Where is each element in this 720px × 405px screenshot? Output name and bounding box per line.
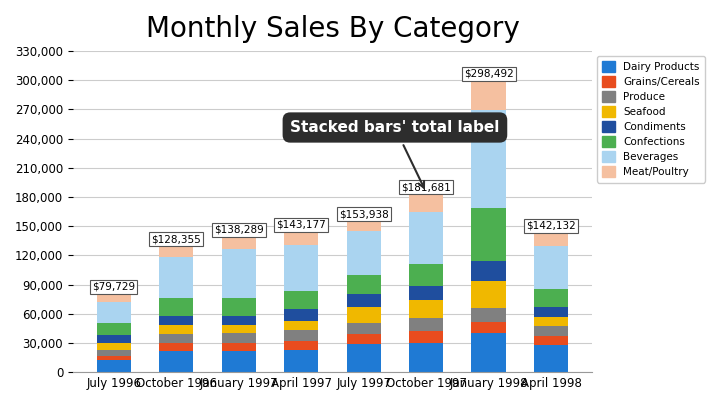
Text: $298,492: $298,492 (464, 68, 513, 79)
Bar (409, 331, 444, 343)
Bar (284, 309, 318, 320)
Text: $128,355: $128,355 (151, 234, 201, 244)
Bar (222, 315, 256, 325)
Text: Stacked bars' total label: Stacked bars' total label (290, 120, 500, 188)
Bar (472, 281, 506, 308)
Bar (534, 336, 568, 345)
Bar (222, 351, 256, 372)
Bar (96, 360, 131, 372)
Bar (472, 208, 506, 261)
Bar (96, 294, 131, 302)
Bar (534, 317, 568, 326)
Bar (472, 261, 506, 281)
Bar (409, 195, 444, 212)
Bar (222, 249, 256, 298)
Bar (409, 300, 444, 318)
Bar (534, 245, 568, 290)
Legend: Dairy Products, Grains/Cereals, Produce, Seafood, Condiments, Confections, Bever: Dairy Products, Grains/Cereals, Produce,… (597, 56, 705, 183)
Bar (346, 275, 381, 294)
Bar (96, 302, 131, 324)
Bar (534, 290, 568, 307)
Bar (96, 335, 131, 343)
Bar (534, 345, 568, 372)
Bar (284, 320, 318, 330)
Bar (346, 344, 381, 372)
Bar (409, 343, 444, 372)
Bar (346, 231, 381, 275)
Text: $181,681: $181,681 (401, 182, 451, 192)
Text: $138,289: $138,289 (214, 225, 264, 234)
Bar (472, 322, 506, 333)
Bar (346, 334, 381, 344)
Bar (96, 356, 131, 360)
Bar (96, 324, 131, 335)
Bar (534, 234, 568, 245)
Bar (346, 307, 381, 324)
Bar (159, 343, 194, 351)
Bar (284, 341, 318, 350)
Bar (159, 247, 194, 257)
Bar (346, 222, 381, 231)
Bar (96, 343, 131, 350)
Bar (159, 334, 194, 343)
Bar (159, 325, 194, 334)
Bar (159, 315, 194, 325)
Bar (159, 298, 194, 315)
Bar (409, 264, 444, 286)
Bar (409, 318, 444, 331)
Bar (472, 110, 506, 208)
Text: $143,177: $143,177 (276, 220, 326, 230)
Bar (472, 308, 506, 322)
Bar (284, 330, 318, 341)
Bar (409, 286, 444, 300)
Bar (472, 333, 506, 372)
Text: $79,729: $79,729 (92, 281, 135, 292)
Bar (284, 233, 318, 245)
Title: Monthly Sales By Category: Monthly Sales By Category (145, 15, 519, 43)
Bar (534, 307, 568, 317)
Bar (222, 298, 256, 315)
Bar (159, 257, 194, 298)
Bar (284, 291, 318, 309)
Bar (222, 237, 256, 249)
Bar (346, 294, 381, 307)
Bar (472, 81, 506, 110)
Text: $142,132: $142,132 (526, 221, 576, 231)
Bar (284, 245, 318, 291)
Bar (96, 350, 131, 356)
Bar (159, 351, 194, 372)
Bar (346, 324, 381, 334)
Bar (409, 212, 444, 264)
Bar (222, 333, 256, 343)
Bar (534, 326, 568, 336)
Bar (222, 343, 256, 351)
Bar (284, 350, 318, 372)
Text: $153,938: $153,938 (339, 209, 389, 220)
Bar (222, 325, 256, 333)
